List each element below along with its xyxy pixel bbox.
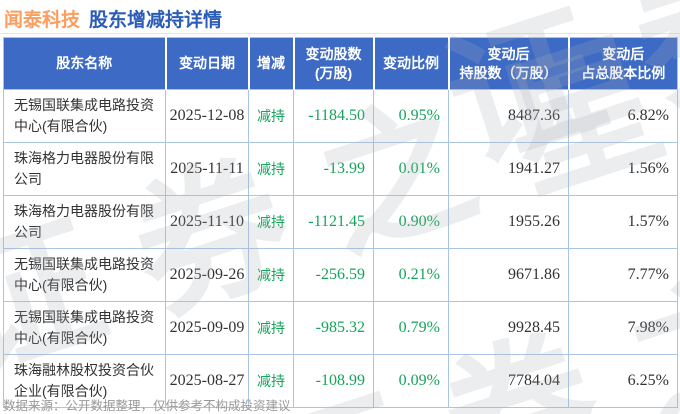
table-row: 无锡国联集成电路投资中心(有限合伙) 2025-12-08 减持 -1184.5… (3, 89, 678, 143)
title-divider (0, 33, 680, 34)
change-shares-cell: -256.59 (293, 248, 374, 302)
ratio-after-cell: 6.82% (568, 89, 678, 143)
header-action: 增减 (247, 37, 294, 90)
action-cell: 减持 (248, 248, 294, 302)
shares-after-cell: 8487.36 (448, 89, 569, 143)
change-date-cell: 2025-12-08 (165, 89, 249, 143)
change-ratio-cell: 0.09% (373, 354, 449, 408)
header-shareholder-name: 股东名称 (3, 37, 166, 90)
change-date-cell: 2025-08-27 (165, 354, 249, 408)
shareholder-name-cell: 珠海格力电器股份有限公司 (3, 195, 166, 249)
change-shares-cell: -1121.45 (293, 195, 374, 249)
ratio-after-cell: 6.25% (568, 354, 678, 408)
change-shares-cell: -1184.50 (293, 89, 374, 143)
action-cell: 减持 (248, 195, 294, 249)
change-date-cell: 2025-09-09 (165, 301, 249, 355)
change-date-cell: 2025-11-10 (165, 195, 249, 249)
shares-after-cell: 1955.26 (448, 195, 569, 249)
table-header-row: 股东名称 变动日期 增减 变动股数 (万股) 变动比例 变动后 持股数（万股） … (3, 37, 678, 90)
change-shares-cell: -108.99 (293, 354, 374, 408)
table-row: 无锡国联集成电路投资中心(有限合伙) 2025-09-09 减持 -985.32… (3, 301, 678, 355)
stock-name: 闻泰科技 (4, 10, 81, 31)
change-ratio-cell: 0.21% (373, 248, 449, 302)
report-title: 股东增减持详情 (89, 10, 223, 31)
change-shares-cell: -985.32 (293, 301, 374, 355)
table-row: 无锡国联集成电路投资中心(有限合伙) 2025-09-26 减持 -256.59… (3, 248, 678, 302)
shares-after-cell: 9928.45 (448, 301, 569, 355)
action-cell: 减持 (248, 301, 294, 355)
table-row: 珠海格力电器股份有限公司 2025-11-11 减持 -13.99 0.01% … (3, 142, 678, 196)
ratio-after-cell: 1.56% (568, 142, 678, 196)
ratio-after-cell: 7.77% (568, 248, 678, 302)
page-title: 闻泰科技 股东增减持详情 (4, 5, 222, 32)
action-cell: 减持 (248, 89, 294, 143)
header-change-date: 变动日期 (164, 37, 249, 90)
data-source-note: 数据来源：公开数据整理，仅供参考不构成投资建议 (3, 399, 291, 413)
header-change-ratio: 变动比例 (372, 37, 449, 90)
shareholder-name-cell: 珠海融林股权投资合伙企业(有限合伙) (3, 354, 166, 408)
table-row: 珠海格力电器股份有限公司 2025-11-10 减持 -1121.45 0.90… (3, 195, 678, 249)
header-shares-after: 变动后 持股数（万股） (447, 37, 569, 90)
change-ratio-cell: 0.79% (373, 301, 449, 355)
header-change-shares: 变动股数 (万股) (292, 37, 374, 90)
change-date-cell: 2025-09-26 (165, 248, 249, 302)
change-ratio-cell: 0.01% (373, 142, 449, 196)
shares-after-cell: 1941.27 (448, 142, 569, 196)
shareholder-name-cell: 珠海格力电器股份有限公司 (3, 142, 166, 196)
change-ratio-cell: 0.90% (373, 195, 449, 249)
shares-after-cell: 9671.86 (448, 248, 569, 302)
change-ratio-cell: 0.95% (373, 89, 449, 143)
ratio-after-cell: 1.57% (568, 195, 678, 249)
shareholder-name-cell: 无锡国联集成电路投资中心(有限合伙) (3, 301, 166, 355)
shares-after-cell: 7784.04 (448, 354, 569, 408)
shareholder-change-table: 股东名称 变动日期 增减 变动股数 (万股) 变动比例 变动后 持股数（万股） … (3, 37, 678, 408)
shareholder-name-cell: 无锡国联集成电路投资中心(有限合伙) (3, 89, 166, 143)
action-cell: 减持 (248, 354, 294, 408)
header-ratio-after: 变动后 占总股本比例 (567, 37, 678, 90)
action-cell: 减持 (248, 142, 294, 196)
shareholder-name-cell: 无锡国联集成电路投资中心(有限合伙) (3, 248, 166, 302)
table-row: 珠海融林股权投资合伙企业(有限合伙) 2025-08-27 减持 -108.99… (3, 354, 678, 408)
ratio-after-cell: 7.98% (568, 301, 678, 355)
change-date-cell: 2025-11-11 (165, 142, 249, 196)
change-shares-cell: -13.99 (293, 142, 374, 196)
